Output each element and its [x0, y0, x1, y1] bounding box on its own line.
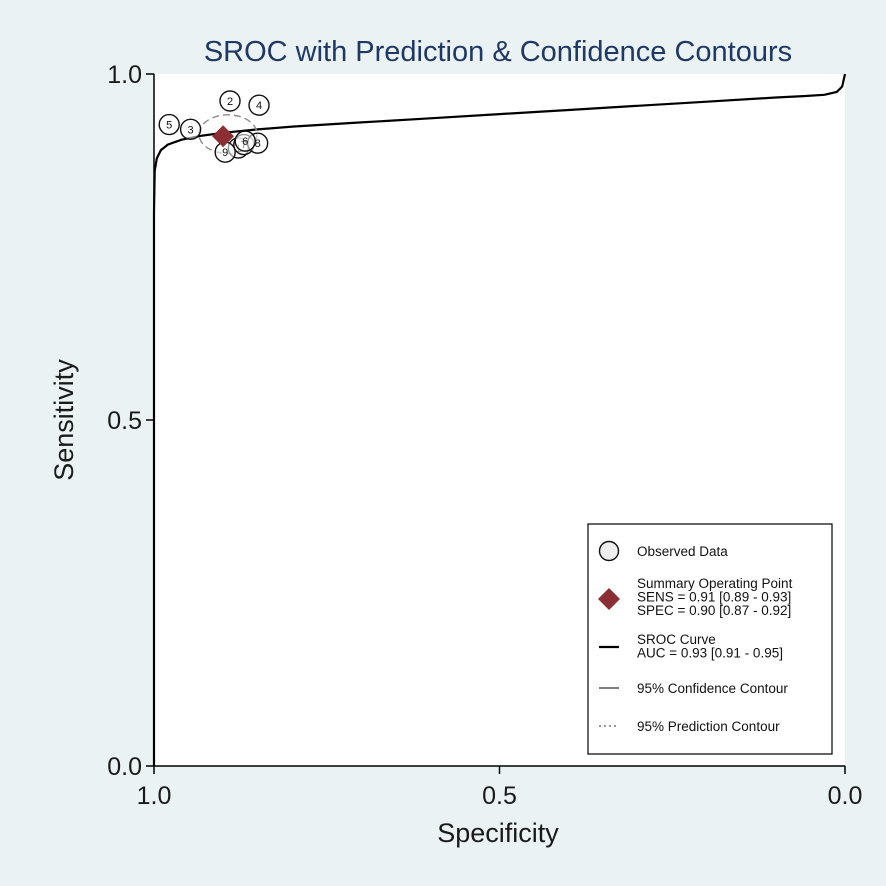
legend-symbol-diamond	[598, 588, 620, 610]
legend-box	[587, 523, 833, 755]
observed-point	[158, 113, 180, 136]
legend-entry-text: SROC Curve	[637, 632, 716, 647]
x-tick-label: 0.0	[828, 782, 863, 810]
study-label: 3	[188, 124, 194, 136]
legend-entry-text: SPEC = 0.90 [0.87 - 0.92]	[637, 603, 791, 618]
legend-entry-text: 95% Confidence Contour	[637, 681, 788, 696]
study-label: 2	[227, 96, 233, 108]
legend-symbol-circle	[598, 540, 620, 562]
study-label: 9	[222, 147, 228, 159]
y-tick-label: 0.5	[107, 407, 142, 435]
observed-point	[234, 130, 256, 152]
chart-marks: 532417896	[152, 73, 847, 766]
axis-ticks: 1.0 0.5 0.0 0.0 0.5 1.0	[107, 61, 862, 810]
x-tick-label: 1.0	[137, 782, 172, 810]
observed-point	[179, 118, 202, 141]
legend-entry-text: AUC = 0.93 [0.91 - 0.95]	[637, 646, 783, 661]
summary-point	[212, 125, 235, 148]
legend-entry-text: Summary Operating Point	[637, 576, 793, 591]
y-tick-label: 0.0	[107, 753, 142, 781]
y-axis-label: Sensitivity	[49, 359, 79, 481]
sroc-curve	[152, 73, 847, 766]
legend-entry-text: Observed Data	[637, 544, 728, 559]
chart-title: SROC with Prediction & Confidence Contou…	[204, 36, 792, 68]
study-label: 6	[242, 136, 248, 148]
study-label: 8	[255, 138, 261, 150]
y-tick-label: 1.0	[107, 61, 142, 89]
legend-entry-text: SENS = 0.91 [0.89 - 0.93]	[637, 590, 791, 605]
study-label: 5	[166, 120, 172, 132]
observed-point	[248, 94, 270, 116]
study-label: 4	[256, 100, 262, 112]
legend: Observed Data Summary Operating PointSENS…	[587, 523, 833, 755]
x-axis-label: Specificity	[437, 818, 559, 848]
observed-point	[219, 90, 241, 112]
x-tick-label: 0.5	[482, 782, 517, 810]
legend-entry-text: 95% Prediction Contour	[637, 719, 780, 734]
